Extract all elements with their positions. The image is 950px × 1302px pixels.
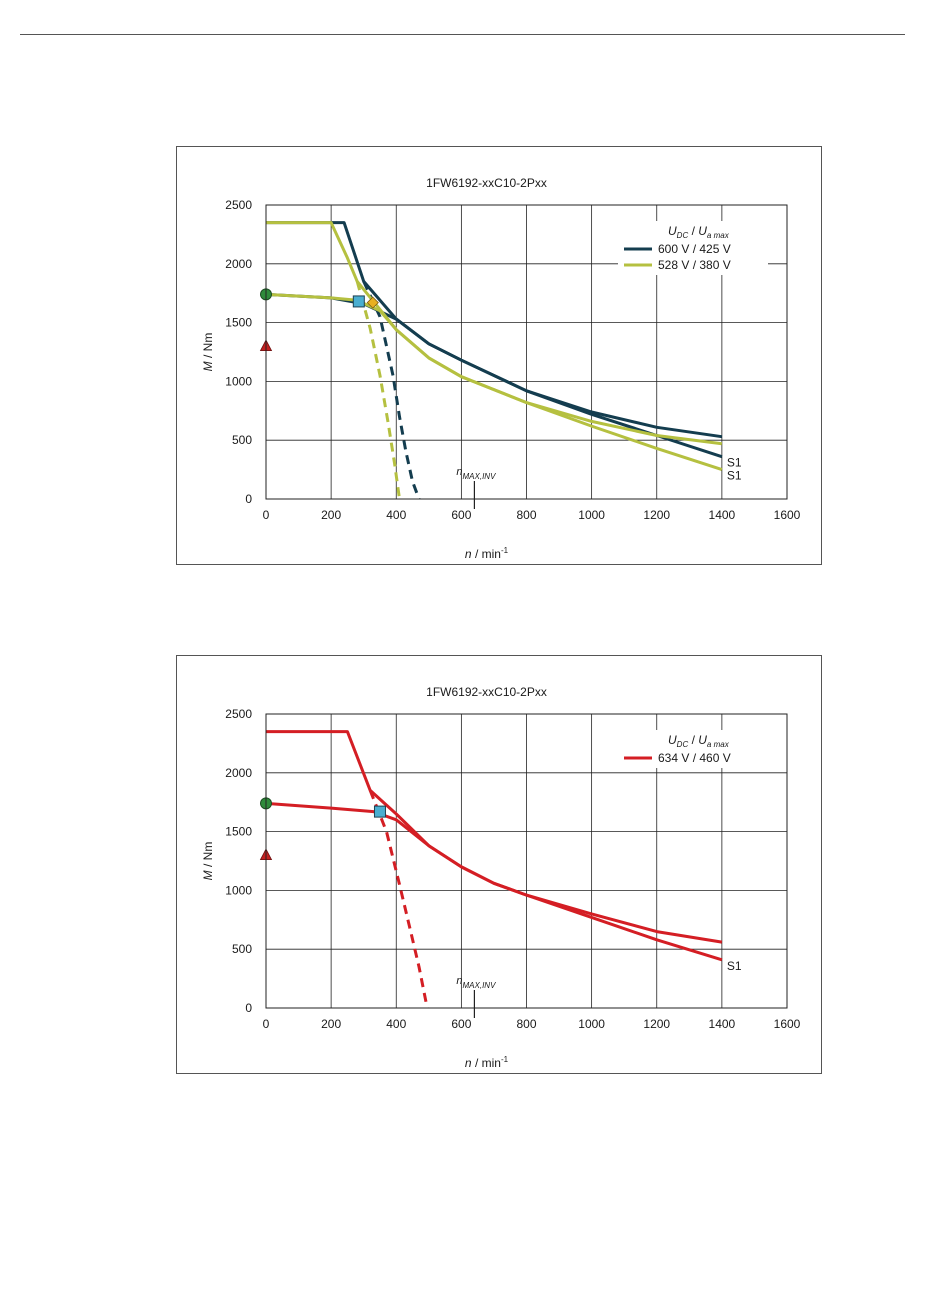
y-tick-label: 2000 [225,766,252,780]
series-line-s1 [265,801,723,962]
legend-header-sep: / [688,733,698,747]
x-axis-label-exp: -1 [501,546,509,555]
marker-square [373,805,386,818]
x-tick-label: 1200 [643,1017,670,1031]
series-line-dashed [368,789,429,1009]
x-axis-label-unit: / min [472,547,501,561]
nmax-label-var: n [456,466,462,478]
x-tick-label: 200 [321,508,341,522]
s1-label: S1 [727,959,742,973]
legend-background [618,730,768,768]
chart-panel-1: 1FW6192-xxC10-2Pxx 0 200 400 600 800 1000 1200 1… [176,146,822,565]
marker-diamond [366,296,379,309]
chart-title: 1FW6192-xxC10-2Pxx [426,685,547,699]
y-tick-label: 1500 [225,316,252,330]
legend-header-u1: U [668,224,677,238]
series-line-peak [266,221,723,446]
x-axis-label: n / min-1 [465,546,509,561]
x-axis-label-var: n [465,547,472,561]
legend-entry: 600 V / 425 V [658,242,731,256]
x-tick-label: 1000 [578,1017,605,1031]
plot-frame [265,713,788,1009]
legend-header-u1: U [668,733,677,747]
y-axis-label-var: M [201,361,215,371]
x-axis-label: n / min-1 [465,1055,509,1070]
nmax-label: nMAX,INV [456,466,496,481]
chart-panel-2: 1FW6192-xxC10-2Pxx 0 200 400 600 800 1000 1200 1… [176,655,822,1074]
series-line-dashed [355,281,401,500]
y-tick-label: 500 [232,433,252,447]
legend-entry: 634 V / 460 V [658,751,731,765]
x-tick-label: 800 [516,508,536,522]
plot-frame [265,204,788,500]
x-tick-label: 800 [516,1017,536,1031]
legend-header-u2-sub: a max [707,231,730,240]
series-line-peak [266,221,723,439]
y-tick-label: 1500 [225,825,252,839]
y-tick-label: 2500 [225,198,252,212]
x-tick-label: 600 [451,1017,471,1031]
x-tick-label: 400 [386,508,406,522]
nmax-label-sub: MAX,INV [463,472,497,481]
series-0 [265,730,723,1009]
torque-speed-chart-2: 1FW6192-xxC10-2Pxx 0 200 400 600 800 1000 1200 1… [201,685,801,1070]
y-tick-label: 0 [245,492,252,506]
x-axis-label-unit: / min [472,1056,501,1070]
y-axis-label: M / Nm [201,842,215,881]
x-tick-label: 600 [451,508,471,522]
legend-header-u2: U [698,733,707,747]
x-axis-label-exp: -1 [501,1055,509,1064]
legend-header: UDC / Ua max [668,224,730,240]
s1-label: S1 [727,456,742,470]
series-line-dashed [362,280,421,500]
legend-header-u1-sub: DC [677,231,689,240]
x-tick-label: 1400 [709,508,736,522]
legend-header-u2-sub: a max [707,740,730,749]
series-line-s1 [265,292,723,472]
x-tick-label: 1200 [643,508,670,522]
y-tick-label: 1000 [225,883,252,897]
y-tick-label: 2000 [225,257,252,271]
x-tick-label: 200 [321,1017,341,1031]
y-tick-label: 500 [232,942,252,956]
x-tick-label: 400 [386,1017,406,1031]
x-tick-label: 0 [263,508,270,522]
legend-entry: 528 V / 380 V [658,258,731,272]
legend-header-u2: U [698,224,707,238]
nmax-label-var: n [456,975,462,987]
y-axis-label-unit: / Nm [201,842,215,871]
torque-speed-chart-1: 1FW6192-xxC10-2Pxx 0 200 400 600 800 1000 1200 1… [201,176,801,561]
y-axis-label-var: M [201,870,215,880]
series-1 [265,221,723,500]
page-top-rule [20,34,905,35]
legend-header-u1-sub: DC [677,740,689,749]
x-tick-label: 1600 [774,508,801,522]
y-axis-label-unit: / Nm [201,333,215,362]
y-tick-label: 2500 [225,707,252,721]
legend-header: UDC / Ua max [668,733,730,749]
x-axis-label-var: n [465,1056,472,1070]
nmax-label: nMAX,INV [456,975,496,990]
marker-square [352,295,365,308]
y-axis-label: M / Nm [201,333,215,372]
x-tick-label: 1000 [578,508,605,522]
s1-label: S1 [727,469,742,483]
x-tick-label: 1400 [709,1017,736,1031]
series-line-peak [266,730,723,944]
y-tick-label: 1000 [225,374,252,388]
legend-header-sep: / [688,224,698,238]
y-tick-label: 0 [245,1001,252,1015]
nmax-label-sub: MAX,INV [463,981,497,990]
x-tick-label: 1600 [774,1017,801,1031]
chart-title: 1FW6192-xxC10-2Pxx [426,176,547,190]
x-tick-label: 0 [263,1017,270,1031]
